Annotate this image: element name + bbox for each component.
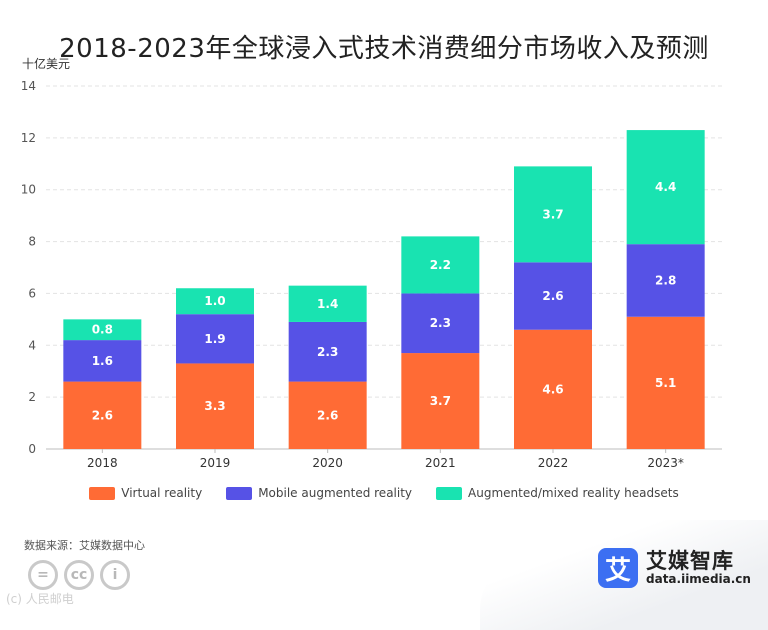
y-tick-label: 2 (28, 390, 36, 404)
bar-segment (626, 244, 705, 317)
legend-swatch (436, 486, 463, 500)
brand-name: 艾媒智库 (646, 549, 734, 574)
bar-segment (514, 166, 592, 263)
bar-segment (401, 293, 480, 354)
bar-segment (176, 288, 254, 315)
x-tick-label: 2020 (312, 456, 343, 470)
bar-segment (176, 314, 254, 364)
y-tick-label: 12 (21, 131, 36, 145)
data-label: 4.6 (542, 382, 563, 396)
license-badges: = cc i (28, 560, 130, 590)
data-label: 1.9 (204, 332, 225, 346)
bar-segment (626, 130, 705, 245)
data-label: 3.7 (542, 207, 563, 221)
data-label: 4.4 (655, 180, 676, 194)
y-tick-label: 0 (28, 442, 36, 456)
legend-label: Augmented/mixed reality headsets (468, 486, 679, 500)
bars (63, 130, 705, 449)
x-tick-label: 2022 (538, 456, 569, 470)
bar-segment (288, 381, 367, 449)
y-tick-label: 8 (28, 235, 36, 249)
cc-icon: cc (64, 560, 94, 590)
gridlines (46, 85, 722, 398)
data-label: 1.4 (317, 297, 338, 311)
bar-segment (401, 236, 480, 294)
license-note: (c) 人民邮电 (6, 592, 74, 606)
person-icon: i (100, 560, 130, 590)
data-label: 2.6 (317, 408, 338, 422)
data-label: 2.3 (317, 345, 338, 359)
bar-segment (514, 329, 592, 449)
legend: Virtual reality Mobile augmented reality A… (0, 486, 768, 500)
x-tick-label: 2018 (87, 456, 118, 470)
axes: 十亿美元 0 2 4 6 8 10 12 14 (21, 56, 722, 456)
x-tick-label: 2019 (200, 456, 231, 470)
data-label: 2.3 (430, 316, 451, 330)
y-axis-unit-label: 十亿美元 (22, 56, 70, 71)
x-tick-label: 2023* (647, 456, 684, 470)
bar-segment (288, 321, 367, 382)
brand-mark-icon: 艾 (598, 548, 638, 588)
data-label: 5.1 (655, 376, 676, 390)
legend-label: Virtual reality (121, 486, 203, 500)
legend-swatch (89, 486, 116, 500)
brand-url: data.iimedia.cn (646, 572, 751, 587)
data-label: 1.6 (92, 354, 113, 368)
legend-item: Mobile augmented reality (226, 486, 412, 500)
y-tick-label: 4 (28, 338, 36, 352)
bar-segment (63, 319, 142, 341)
legend-swatch (226, 486, 253, 500)
bar-segment (63, 340, 142, 382)
data-label: 2.8 (655, 273, 676, 287)
data-label: 2.6 (542, 289, 563, 303)
legend-item: Augmented/mixed reality headsets (436, 486, 679, 500)
y-tick-label: 10 (21, 183, 36, 197)
data-label: 0.8 (92, 323, 113, 337)
brand-logo: 艾 艾媒智库 data.iimedia.cn (598, 548, 751, 588)
x-tick-label: 2021 (425, 456, 456, 470)
chart-title: 2018-2023年全球浸入式技术消费细分市场收入及预测 (59, 34, 709, 64)
bar-segment (288, 285, 367, 322)
equal-icon: = (28, 560, 58, 590)
y-tick-label: 6 (28, 286, 36, 300)
bar-segment (176, 363, 254, 449)
bar-segment (401, 353, 480, 449)
stacked-bar-chart: 十亿美元 0 2 4 6 8 10 12 14 2.6 1.6 0.8 2018 3.3 1.9 1.0 20… (21, 56, 722, 470)
bar-segment (626, 316, 705, 449)
data-label: 3.3 (204, 399, 225, 413)
legend-label: Mobile augmented reality (258, 486, 413, 500)
source-note: 数据来源：艾媒数据中心 (24, 539, 145, 552)
bar-segment (514, 262, 592, 330)
y-tick-label: 14 (21, 79, 36, 93)
data-label: 2.2 (430, 258, 451, 272)
labels: 2.6 1.6 0.8 2018 3.3 1.9 1.0 2019 2.6 2.3 1.4 2020 3… (87, 180, 684, 470)
data-label: 1.0 (204, 294, 225, 308)
bar-segment (63, 381, 142, 449)
data-label: 2.6 (92, 408, 113, 422)
legend-item: Virtual reality (89, 486, 202, 500)
data-label: 3.7 (430, 394, 451, 408)
